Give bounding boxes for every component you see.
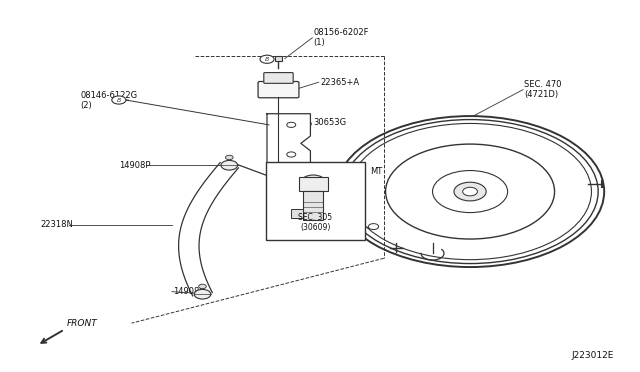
Circle shape: [225, 155, 233, 160]
Circle shape: [112, 96, 126, 104]
Bar: [266, 162, 365, 240]
FancyBboxPatch shape: [264, 73, 293, 83]
Text: 08156-6202F
(1): 08156-6202F (1): [314, 28, 369, 48]
Text: SEC. 470
(4721D): SEC. 470 (4721D): [524, 80, 562, 99]
Text: FRONT: FRONT: [67, 319, 97, 328]
Text: 14908P: 14908P: [119, 161, 150, 170]
Bar: [303, 191, 323, 220]
Circle shape: [198, 284, 206, 289]
FancyBboxPatch shape: [258, 81, 299, 98]
Text: B: B: [265, 57, 269, 62]
Circle shape: [301, 175, 326, 189]
Text: 22318N: 22318N: [40, 221, 73, 230]
Text: B: B: [116, 97, 121, 103]
Text: J223012E: J223012E: [572, 351, 614, 360]
Text: 22365+A: 22365+A: [320, 78, 359, 87]
Text: MT: MT: [370, 167, 382, 176]
Text: SEC. 305
(30609): SEC. 305 (30609): [298, 213, 332, 232]
Circle shape: [221, 160, 237, 170]
Circle shape: [369, 224, 379, 230]
Text: 14908P: 14908P: [173, 287, 205, 296]
Circle shape: [260, 55, 274, 63]
Circle shape: [454, 182, 486, 201]
Bar: [299, 177, 328, 191]
Text: 30653G: 30653G: [314, 119, 347, 128]
Circle shape: [287, 122, 296, 128]
Bar: [275, 56, 282, 61]
Text: 08146-6122G
(2): 08146-6122G (2): [81, 91, 138, 110]
Bar: [291, 209, 303, 218]
Circle shape: [287, 152, 296, 157]
Circle shape: [194, 289, 211, 299]
Circle shape: [463, 187, 477, 196]
